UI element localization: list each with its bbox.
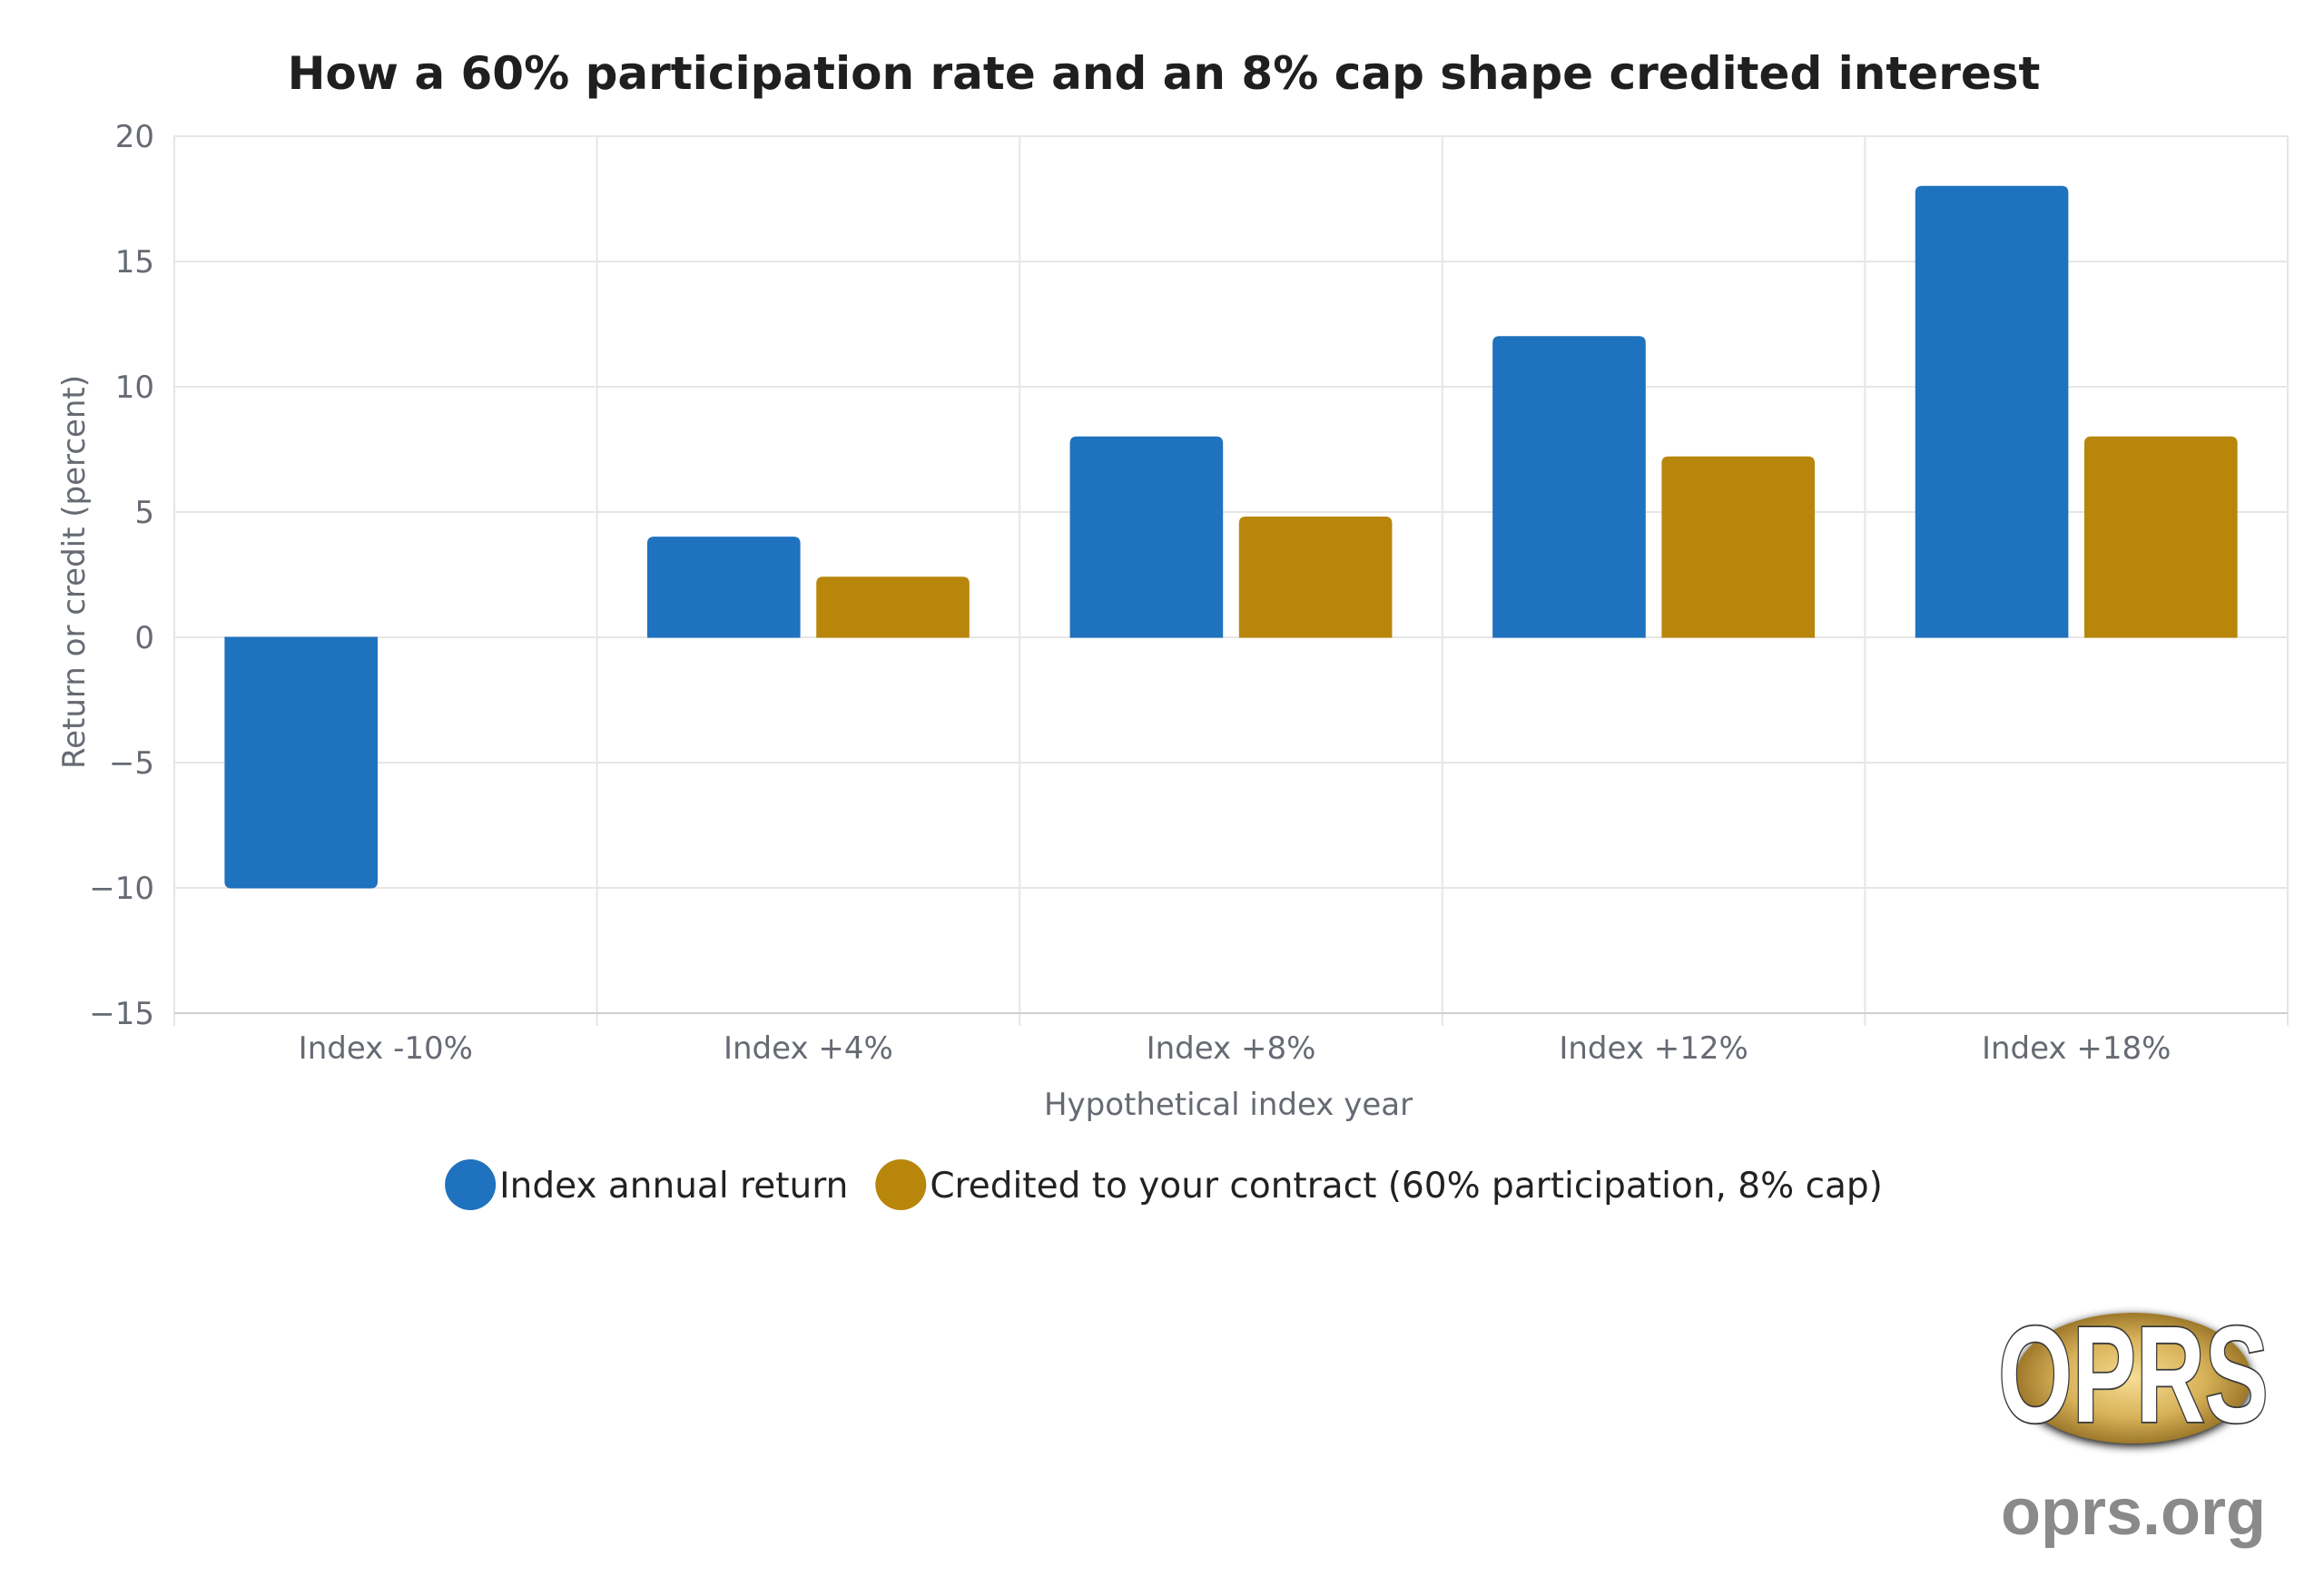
legend-label: Index annual return (499, 1166, 848, 1207)
bar-index-return (224, 636, 378, 889)
bar-index-return (646, 537, 801, 638)
legend-swatch (875, 1159, 927, 1210)
y-axis-title: Return or credit (percent) (56, 375, 93, 769)
logo-gold-oval (2015, 1313, 2251, 1443)
y-tick-label: −10 (89, 871, 154, 907)
y-tick-label: −15 (89, 996, 154, 1032)
bar-credited (2084, 436, 2238, 638)
y-tick-label: 5 (134, 495, 154, 531)
chart-title: How a 60% participation rate and an 8% c… (288, 47, 2041, 100)
bars (224, 185, 2238, 889)
axes: 20 15 10 5 0 −5 −10 −15 Index -10% Index +4% Index… (89, 119, 2288, 1067)
legend-label: Credited to your contract (60% participa… (930, 1166, 1883, 1207)
y-tick-label: −5 (109, 745, 154, 782)
oprs-logo: OPRS oprs.org (1997, 1296, 2270, 1549)
legend: Index annual return Credited to your cont… (445, 1159, 1883, 1210)
bar-index-return (1915, 185, 2069, 638)
logo-mark: OPRS (1998, 1297, 2268, 1452)
x-tick-label: Index +12% (1559, 1030, 1748, 1067)
x-tick-label: Index +18% (1982, 1030, 2171, 1067)
x-tick-label: Index +8% (1147, 1030, 1316, 1067)
y-tick-label: 15 (115, 244, 154, 281)
bar-credited (1661, 456, 1816, 638)
x-tick-label: Index -10% (299, 1030, 473, 1067)
x-tick-label: Index +4% (724, 1030, 893, 1067)
x-axis-title: Hypothetical index year (1044, 1087, 1413, 1123)
bar-index-return (1069, 436, 1224, 638)
legend-swatch (445, 1159, 497, 1210)
bar-credited (816, 576, 970, 638)
y-tick-label: 20 (115, 119, 154, 155)
bar-index-return (1492, 336, 1646, 638)
bar-credited (1238, 517, 1393, 638)
logo-site: oprs.org (2001, 1476, 2266, 1549)
y-tick-label: 0 (134, 620, 154, 656)
grid (173, 135, 2289, 1026)
y-tick-label: 10 (115, 369, 154, 406)
